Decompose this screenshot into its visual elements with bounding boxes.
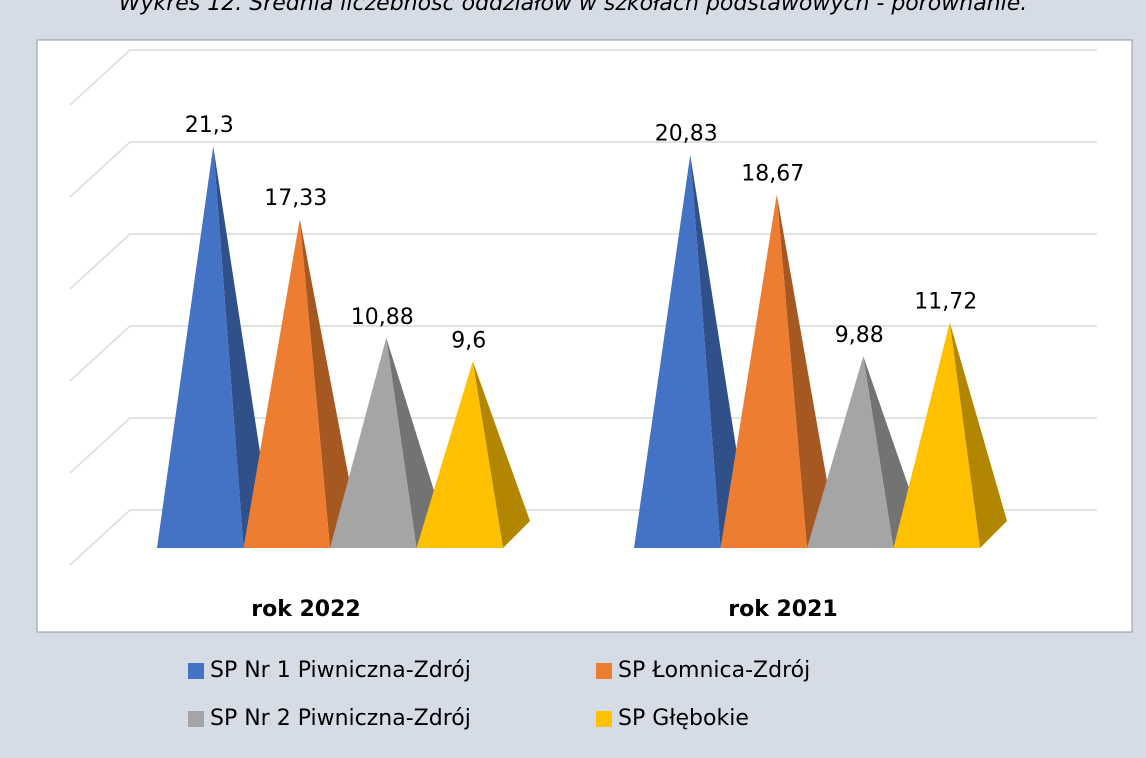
pyramid-front <box>720 194 807 549</box>
legend-label: SP Nr 1 Piwniczna-Zdrój <box>210 658 471 683</box>
value-label: 17,33 <box>264 186 327 211</box>
pyramid-side <box>213 146 271 548</box>
pyramid-side <box>299 219 357 549</box>
x-tick-label: rok 2021 <box>728 597 837 622</box>
legend-label: SP Nr 2 Piwniczna-Zdrój <box>210 706 471 731</box>
legend-label: SP Głębokie <box>618 706 749 731</box>
x-tick-label: rok 2022 <box>251 597 360 622</box>
value-label: 11,72 <box>914 289 977 314</box>
legend-swatch <box>596 711 612 727</box>
pyramid-side <box>472 361 530 548</box>
value-label: 10,88 <box>351 305 414 330</box>
pyramid-front <box>416 361 503 548</box>
value-label: 18,67 <box>741 161 804 186</box>
grid-line <box>69 49 1097 106</box>
legend-swatch <box>596 663 612 679</box>
value-label: 21,3 <box>185 113 234 138</box>
value-label: 9,6 <box>451 328 486 353</box>
legend-swatch <box>188 663 204 679</box>
pyramid-front <box>330 337 417 548</box>
value-label: 9,88 <box>835 323 884 348</box>
pyramid-side <box>949 322 1007 548</box>
value-label: 20,83 <box>655 122 718 147</box>
pyramid-front <box>807 356 894 548</box>
legend-label: SP Łomnica-Zdrój <box>618 658 810 683</box>
pyramid-side <box>776 194 834 549</box>
chart-title: Wykres 12. Średnia liczebność oddziałów … <box>119 0 1028 16</box>
pyramid-front <box>893 322 980 548</box>
pyramid-front <box>634 154 721 548</box>
grid-line <box>69 141 1097 198</box>
legend-swatch <box>188 711 204 727</box>
pyramid-side <box>690 154 748 548</box>
pyramid-front <box>157 146 244 548</box>
pyramid-front <box>243 219 330 549</box>
pyramid-side <box>386 337 444 548</box>
